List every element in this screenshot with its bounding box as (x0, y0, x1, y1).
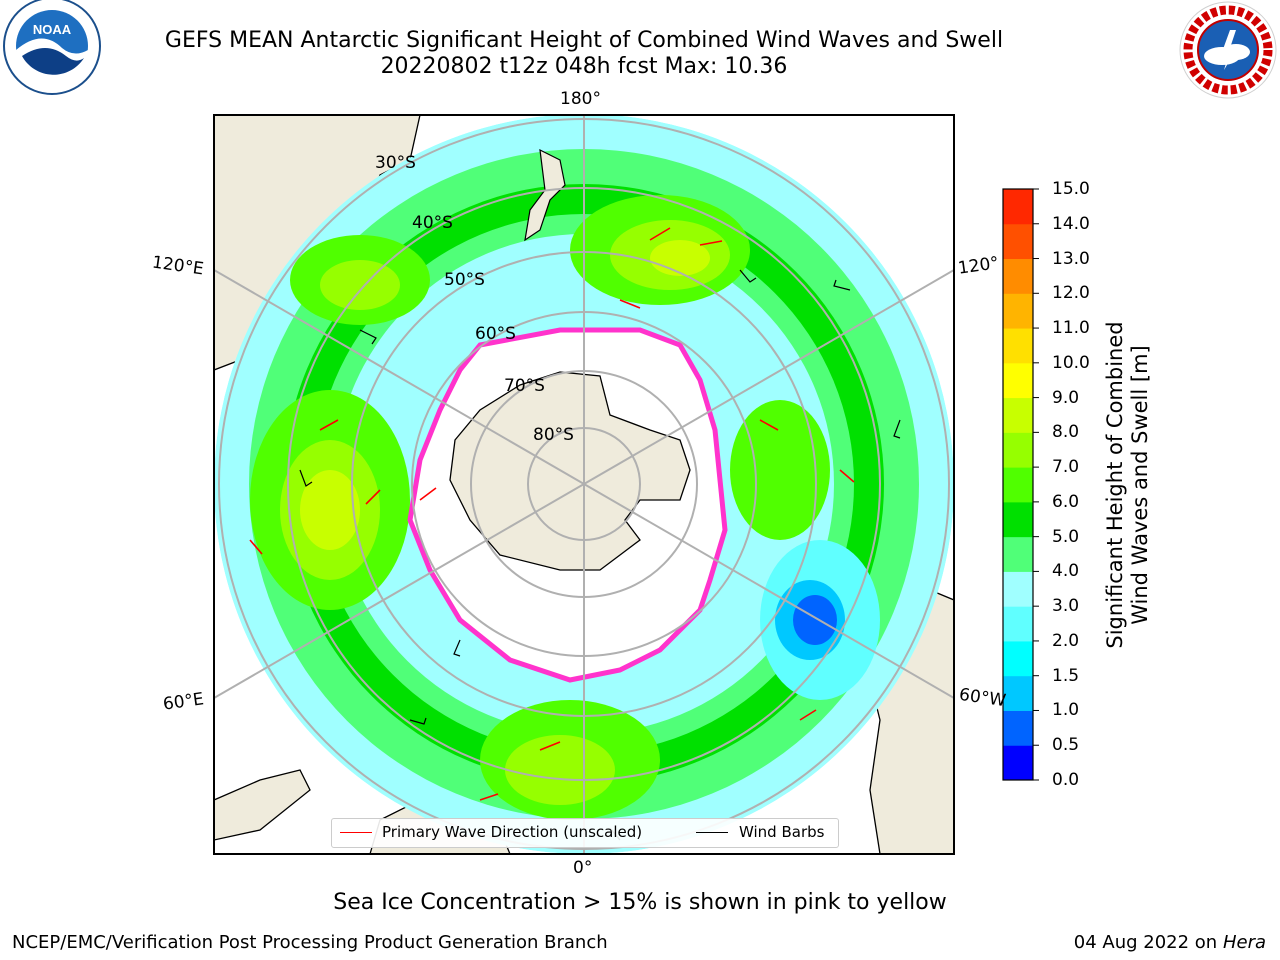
colorbar-segment (1003, 362, 1033, 399)
lat-label-60s: 60°S (475, 324, 516, 344)
lat-label-30s: 30°S (375, 153, 416, 173)
colorbar-tick-label: 8.0 (1052, 422, 1080, 443)
colorbar-segment (1003, 606, 1033, 642)
lon-label-180: 180° (560, 89, 601, 109)
wave-direction-legend-label: Primary Wave Direction (unscaled) (382, 823, 643, 841)
colorbar-segment (1003, 328, 1033, 364)
colorbar-segment (1003, 710, 1033, 746)
footer-date-text: 04 Aug 2022 on (1073, 932, 1218, 953)
colorbar-border (1002, 188, 1034, 781)
wave-direction-arrows (249, 227, 855, 801)
colorbar-tick-label: 4.0 (1052, 561, 1080, 582)
colorbar-segment (1003, 536, 1033, 572)
colorbar-tick-label: 1.0 (1052, 700, 1080, 721)
graticule (214, 115, 954, 854)
colorbar-tick-label: 0.0 (1052, 770, 1080, 790)
colorbar-segment (1003, 745, 1033, 781)
footer-host: Hera (1222, 932, 1266, 953)
nws-logo-icon (1179, 1, 1277, 99)
colorbar-tick-label: 0.5 (1052, 735, 1080, 756)
colorbar-label-line1: Significant Height of Combined (1103, 321, 1127, 649)
colorbar-segment (1003, 293, 1033, 329)
colorbar-tick-label: 6.0 (1052, 491, 1080, 512)
colorbar-segment (1003, 432, 1033, 468)
colorbar (1002, 188, 1039, 781)
map-frame (213, 114, 955, 855)
colorbar-segment (1003, 571, 1033, 607)
colorbar-tick-label: 14.0 (1052, 213, 1090, 234)
colorbar-tick-label: 5.0 (1052, 526, 1080, 547)
colorbar-segment (1003, 258, 1033, 294)
footer-date: 04 Aug 2022 on Hera (1074, 932, 1266, 953)
colorbar-segment (1003, 189, 1033, 225)
chart-title: GEFS MEAN Antarctic Significant Height o… (164, 28, 1004, 53)
colorbar-segment (1003, 397, 1033, 433)
colorbar-tick-label: 9.0 (1052, 387, 1080, 408)
colorbar-segment (1003, 467, 1033, 503)
africa-land (214, 769, 311, 841)
new-zealand-land (524, 148, 566, 242)
footer-branch: NCEP/EMC/Verification Post Processing Pr… (12, 932, 608, 953)
colorbar-tick-label: 1.5 (1052, 665, 1080, 686)
colorbar-segment (1003, 675, 1033, 711)
lat-label-40s: 40°S (412, 213, 453, 233)
colorbar-tick-label: 13.0 (1052, 248, 1090, 269)
antarctica-land (449, 371, 691, 571)
wave-direction-legend-swatch (340, 832, 372, 833)
lon-label-0: 0° (573, 858, 593, 878)
sea-ice-note: Sea Ice Concentration > 15% is shown in … (333, 890, 947, 915)
colorbar-tick-label: 15.0 (1052, 179, 1090, 199)
colorbar-segment (1003, 501, 1033, 538)
lat-label-80s: 80°S (533, 425, 574, 445)
colorbar-tick-label: 12.0 (1052, 283, 1090, 304)
colorbar-segment (1003, 640, 1033, 677)
colorbar-tick-label: 2.0 (1052, 630, 1080, 651)
colorbar-label-line2: Wind Waves and Swell [m] (1128, 345, 1152, 625)
colorbar-tick-label: 11.0 (1052, 318, 1090, 339)
wind-barbs-legend-swatch (696, 832, 728, 833)
colorbar-tick-label: 3.0 (1052, 596, 1080, 617)
noaa-logo-icon: NOAA (3, 0, 101, 95)
lat-label-70s: 70°S (504, 376, 545, 396)
colorbar-tick-label: 7.0 (1052, 457, 1080, 478)
lat-label-50s: 50°S (444, 270, 485, 290)
svg-text:NOAA: NOAA (33, 22, 72, 37)
map-legend: Primary Wave Direction (unscaled) Wind B… (331, 818, 839, 848)
wind-barbs-legend-label: Wind Barbs (739, 823, 825, 841)
chart-subtitle: 20220802 t12z 048h fcst Max: 10.36 (380, 54, 788, 79)
colorbar-label: Significant Height of Combined Wind Wave… (1103, 305, 1153, 665)
colorbar-tick-label: 10.0 (1052, 352, 1090, 373)
colorbar-segment (1003, 223, 1033, 260)
